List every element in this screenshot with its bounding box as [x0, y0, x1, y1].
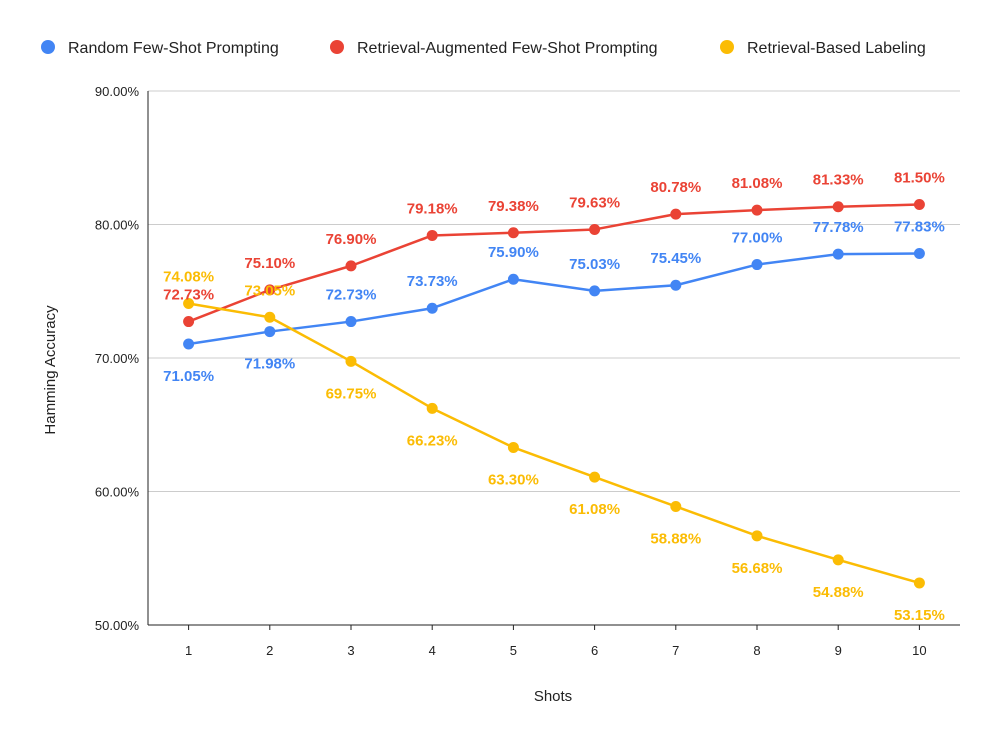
series-2-point — [589, 223, 601, 235]
data-label-series-2: 75.10% — [244, 255, 295, 272]
x-tick-label: 4 — [429, 643, 436, 658]
legend-marker-1 — [41, 40, 55, 54]
series-1-point — [589, 285, 601, 297]
data-label-series-2: 81.50% — [894, 169, 945, 186]
legend-label-2: Retrieval-Augmented Few-Shot Prompting — [357, 40, 658, 57]
series-1-point — [264, 326, 276, 338]
data-label-series-3: 53.15% — [894, 607, 945, 624]
series-line-1 — [188, 252, 920, 346]
series-3-point — [751, 530, 763, 542]
series-3-point — [426, 402, 438, 414]
legend-marker-2 — [330, 40, 344, 54]
data-label-series-3: 63.30% — [488, 471, 539, 488]
data-label-series-1: 71.05% — [163, 368, 214, 385]
data-label-series-1: 73.73% — [407, 273, 458, 290]
series-2-point — [913, 198, 925, 210]
data-label-series-1: 77.78% — [813, 219, 864, 236]
series-2-point — [507, 227, 519, 239]
data-label-series-2: 79.18% — [407, 200, 458, 217]
series-3-point — [183, 298, 195, 310]
data-labels: 71.05% 71.98% 72.73% 73.73% 75.90% 75.03% 75.4… — [163, 169, 945, 623]
y-tick-label: 90.00% — [95, 84, 140, 99]
data-label-series-3: 74.08% — [163, 269, 214, 286]
series-line-3 — [188, 302, 920, 585]
data-label-series-2: 80.78% — [650, 179, 701, 196]
data-label-series-3: 69.75% — [326, 385, 377, 402]
data-label-series-3: 54.88% — [813, 584, 864, 601]
series-2-point — [751, 204, 763, 216]
series-layer — [183, 198, 925, 589]
data-label-series-1: 77.00% — [732, 230, 783, 247]
x-tick-label: 8 — [753, 643, 760, 658]
series-3-point — [913, 577, 925, 589]
series-1-point — [426, 302, 438, 314]
series-1-point — [913, 247, 925, 259]
series-2-point — [183, 316, 195, 328]
series-2-point — [264, 284, 276, 296]
x-tick-label: 5 — [510, 643, 517, 658]
series-1-point — [751, 259, 763, 271]
series-3-point — [507, 441, 519, 453]
data-label-series-2: 79.63% — [569, 194, 620, 211]
series-line-2 — [188, 203, 920, 323]
data-label-series-2: 81.33% — [813, 172, 864, 189]
series-2-point — [345, 260, 357, 272]
series-3-point — [589, 471, 601, 483]
data-label-series-3: 66.23% — [407, 432, 458, 449]
x-tick-label: 10 — [912, 643, 926, 658]
y-tick-label: 80.00% — [95, 218, 140, 233]
series-1-point — [670, 279, 682, 291]
series-1-point — [832, 248, 844, 260]
series-2-point — [670, 208, 682, 220]
series-3-point — [832, 554, 844, 566]
series-1-point — [507, 273, 519, 285]
x-tick-label: 1 — [185, 643, 192, 658]
gridlines — [148, 90, 960, 492]
series-3-point — [264, 311, 276, 323]
data-label-series-3: 58.88% — [650, 530, 701, 547]
data-label-series-1: 72.73% — [326, 287, 377, 304]
data-label-series-1: 77.83% — [894, 218, 945, 235]
y-axis-ticks: 50.00% 60.00% 70.00% 80.00% 90.00% — [95, 84, 140, 633]
series-1-point — [345, 316, 357, 328]
axes — [147, 91, 960, 626]
data-label-series-1: 71.98% — [244, 356, 295, 373]
series-3-point — [345, 355, 357, 367]
data-label-series-3: 61.08% — [569, 501, 620, 518]
x-tick-label: 7 — [672, 643, 679, 658]
x-axis-ticks: 1 2 3 4 5 6 7 8 9 10 — [185, 625, 927, 658]
series-2-point — [426, 229, 438, 241]
data-label-series-2: 72.73% — [163, 287, 214, 304]
data-label-series-3: 73.05% — [244, 282, 295, 299]
series-1-point — [183, 338, 195, 350]
y-tick-label: 50.00% — [95, 618, 140, 633]
data-label-series-1: 75.03% — [569, 256, 620, 273]
x-tick-label: 3 — [347, 643, 354, 658]
data-label-series-3: 56.68% — [732, 560, 783, 577]
x-tick-label: 9 — [835, 643, 842, 658]
data-label-series-1: 75.90% — [488, 244, 539, 261]
legend-label-3: Retrieval-Based Labeling — [747, 40, 926, 57]
x-tick-label: 6 — [591, 643, 598, 658]
series-2-point — [832, 201, 844, 213]
series-3-point — [670, 500, 682, 512]
y-tick-label: 60.00% — [95, 485, 140, 500]
data-label-series-2: 76.90% — [326, 231, 377, 248]
legend-marker-3 — [720, 40, 734, 54]
y-axis-title: Hamming Accuracy — [42, 305, 59, 435]
x-axis-title: Shots — [534, 688, 572, 705]
x-tick-label: 2 — [266, 643, 273, 658]
legend: Random Few-Shot Prompting Retrieval-Augme… — [41, 40, 926, 57]
data-label-series-1: 75.45% — [650, 250, 701, 267]
data-label-series-2: 81.08% — [732, 175, 783, 192]
legend-label-1: Random Few-Shot Prompting — [68, 40, 279, 57]
y-tick-label: 70.00% — [95, 351, 140, 366]
data-label-series-2: 79.38% — [488, 198, 539, 215]
